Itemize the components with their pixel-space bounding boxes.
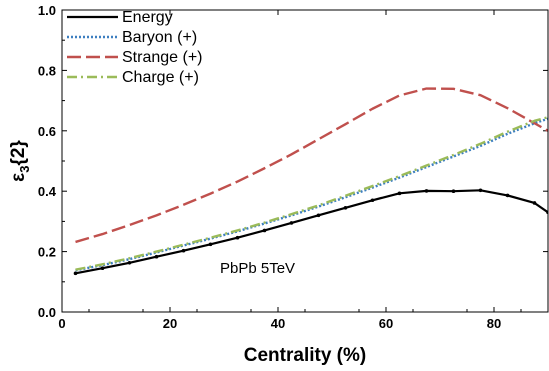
series-lines [75,87,548,275]
x-tick-label: 40 [271,316,285,331]
data-point [181,248,186,253]
annotation-label: PbPb 5TeV [220,260,295,277]
data-point [532,201,537,205]
x-tick-label: 20 [163,316,177,331]
y-tick-label: 0.4 [38,184,57,199]
data-point [262,228,267,233]
x-tick-label: 80 [487,316,501,331]
series-line-charge [75,116,548,271]
data-point [73,271,78,276]
data-point [154,254,159,259]
y-tick-label: 0.8 [38,63,56,78]
data-point [208,242,213,247]
data-point [478,188,483,193]
plot-frame [61,9,549,313]
data-point [343,206,348,210]
y-axis-title: ε3{2} [8,140,32,182]
data-point [397,191,402,196]
data-point [235,235,240,240]
y-tick-label: 1.0 [38,3,56,18]
legend-label: Energy [122,9,173,26]
data-points [73,188,548,276]
data-point [100,266,105,271]
legend-label: Charge (+) [122,69,199,86]
data-point [370,198,375,203]
series-line-strange [75,87,548,244]
legend: Energy Baryon (+) Strange (+) Charge (+) [67,9,202,86]
y-tick-label: 0.2 [38,245,56,260]
x-tick-labels: 0 20 40 60 80 [58,316,501,331]
data-point [505,193,510,198]
data-point [289,221,294,225]
x-axis-title: Centrality (%) [244,345,366,366]
series-line-baryon [75,117,548,272]
data-point [424,189,429,193]
legend-label: Strange (+) [122,49,202,66]
x-tick-label: 0 [58,316,65,331]
data-point [451,189,456,193]
x-tick-label: 60 [379,316,393,331]
series-line-energy [75,189,548,275]
legend-label: Baryon (+) [122,29,197,46]
data-point [127,260,132,265]
y-tick-label: 0.6 [38,124,56,139]
data-point [316,213,321,218]
y-tick-label: 0.0 [38,305,56,320]
y-tick-labels: 0.0 0.2 0.4 0.6 0.8 1.0 [38,3,57,320]
